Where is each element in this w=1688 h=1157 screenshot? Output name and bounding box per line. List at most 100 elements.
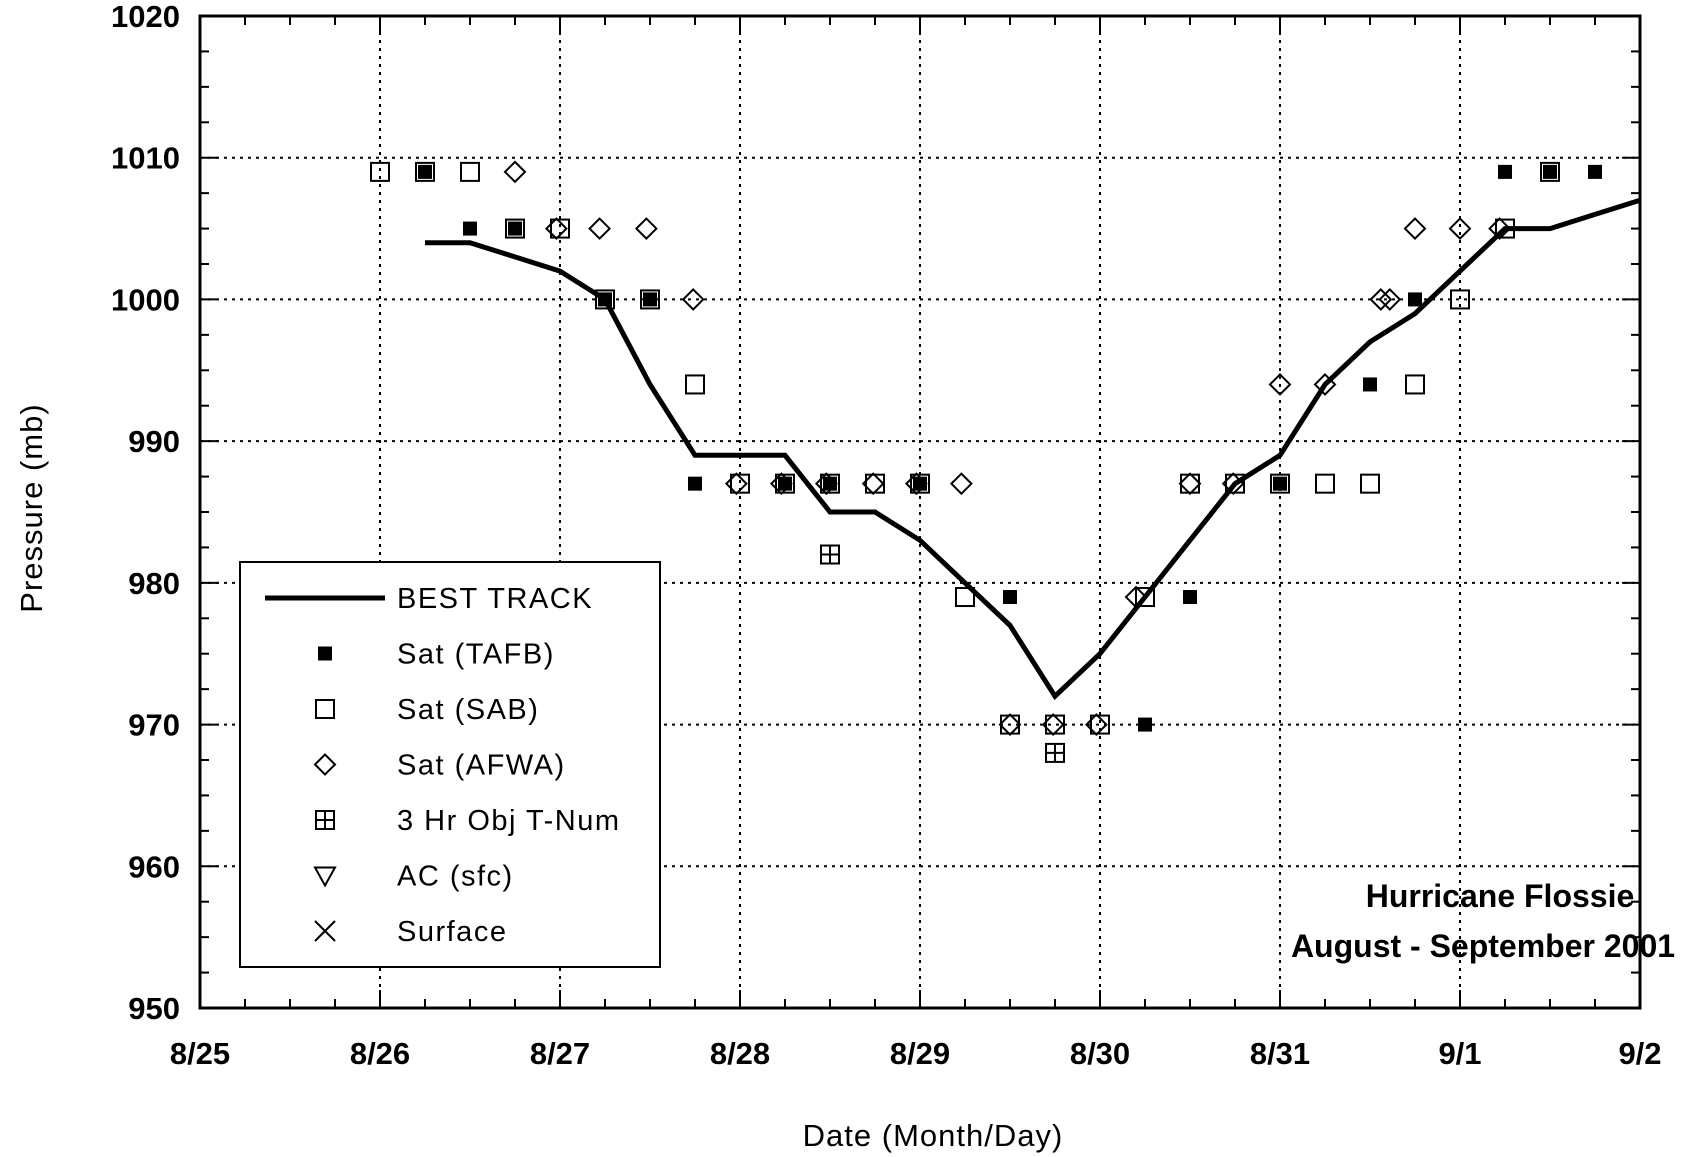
point-sat-tafb [1498,164,1512,179]
y-tick-label: 960 [128,849,180,884]
legend-item-surface: Surface [314,916,507,948]
point-sat-tafb [823,476,837,491]
point-sat-sab [1270,473,1290,494]
legend-item-best-track: BEST TRACK [265,583,593,615]
point-sat-sab [1360,473,1380,494]
chart-annotation-title: Hurricane Flossie [1366,878,1635,914]
point-sat-afwa [724,472,748,496]
y-tick-label: 970 [128,708,180,743]
point-sat-tafb [1003,590,1017,605]
axes: 8/25 8/26 8/27 8/28 8/29 8/30 8/31 9/1 9/2 950 960… [111,0,1662,1071]
point-sat-tafb [1273,476,1287,491]
point-sat-tafb [418,164,432,179]
point-3-hr-obj-t-num [820,544,840,565]
x-tick-label: 8/28 [710,1036,770,1071]
point-sat-afwa [1369,288,1393,311]
point-sat-afwa [1448,217,1472,240]
point-sat-sab [1090,714,1110,735]
point-sat-sab [1405,374,1425,395]
x-tick-label: 8/30 [1070,1036,1130,1071]
point-sat-sab [1000,714,1020,735]
point-sat-afwa [1403,217,1427,240]
point-sat-sab [1135,587,1155,608]
legend-swatch [313,866,337,888]
y-tick-label: 1010 [111,141,180,176]
x-tick-label: 8/26 [350,1036,410,1071]
point-sat-tafb [913,476,927,491]
point-sat-afwa [681,288,705,311]
point-sat-sab [460,161,480,182]
point-sat-afwa [588,217,612,240]
point-sat-sab [1450,289,1470,310]
y-tick-label: 980 [128,566,180,601]
point-sat-sab [370,161,390,182]
point-sat-sab [955,587,975,608]
point-sat-tafb [1363,377,1377,392]
point-sat-afwa [1313,373,1337,396]
point-sat-sab [1180,473,1200,494]
legend-item-3-hr-obj-t-num: 3 Hr Obj T-Num [315,805,621,837]
legend-label: BEST TRACK [397,583,593,615]
point-sat-afwa [1378,288,1402,311]
point-sat-tafb [1183,590,1197,605]
x-tick-label: 9/1 [1438,1036,1481,1071]
legend-item-sat-sab: Sat (SAB) [315,694,539,726]
point-sat-sab [505,218,525,239]
legend-swatch [315,810,335,830]
point-sat-tafb [463,221,477,236]
legend-box [239,561,661,968]
point-sat-sab [595,289,615,310]
point-sat-sab [640,289,660,310]
y-tick-label: 950 [128,991,180,1026]
x-tick-label: 8/31 [1250,1036,1310,1071]
point-sat-sab [685,374,705,395]
legend-label: Sat (SAB) [397,694,539,726]
y-tick-label: 1000 [111,282,180,317]
x-tick-label: 8/29 [890,1036,950,1071]
x-tick-label: 9/2 [1618,1036,1661,1071]
legend-swatch [318,646,332,661]
data-series [370,160,1641,763]
point-sat-afwa [1268,373,1292,396]
point-sat-tafb [688,476,702,491]
point-sat-sab [910,473,930,494]
chart-annotation-subtitle: August - September 2001 [1291,928,1675,964]
x-tick-label: 8/25 [170,1036,230,1071]
point-sat-tafb [508,221,522,236]
point-sat-sab [1540,161,1560,182]
legend-swatch [315,699,335,719]
point-sat-sab [1045,714,1065,735]
point-sat-sab [820,473,840,494]
point-sat-sab [1225,473,1245,494]
point-sat-sab [1315,473,1335,494]
legend-item-sat-afwa: Sat (AFWA) [313,750,564,782]
legend-label: Sat (TAFB) [397,639,555,671]
point-sat-afwa [634,217,658,240]
point-sat-sab [775,473,795,494]
point-sat-sab [865,473,885,494]
point-sat-tafb [778,476,792,491]
point-3-hr-obj-t-num [1045,742,1065,763]
point-sat-tafb [1588,164,1602,179]
point-sat-tafb [1408,292,1422,307]
point-sat-sab [415,161,435,182]
legend: BEST TRACK Sat (TAFB) Sat (SAB) Sat (AFWA) 3… [239,561,661,968]
point-sat-afwa [503,160,527,184]
x-tick-label: 8/27 [530,1036,590,1071]
legend-swatch [314,920,336,942]
point-sat-tafb [1543,164,1557,179]
point-sat-tafb [1138,717,1152,732]
legend-label: Surface [397,916,507,948]
point-sat-sab [730,473,750,494]
point-sat-afwa [949,472,973,496]
y-tick-label: 1020 [111,0,180,34]
legend-label: 3 Hr Obj T-Num [397,805,621,837]
y-tick-label: 990 [128,424,180,459]
legend-item-sat-tafb: Sat (TAFB) [318,639,555,671]
point-sat-sab [550,218,570,239]
legend-item-ac-sfc: AC (sfc) [313,861,512,893]
y-axis-title: Pressure (mb) [14,403,49,612]
point-sat-tafb [643,292,657,307]
point-sat-afwa [1178,472,1202,496]
